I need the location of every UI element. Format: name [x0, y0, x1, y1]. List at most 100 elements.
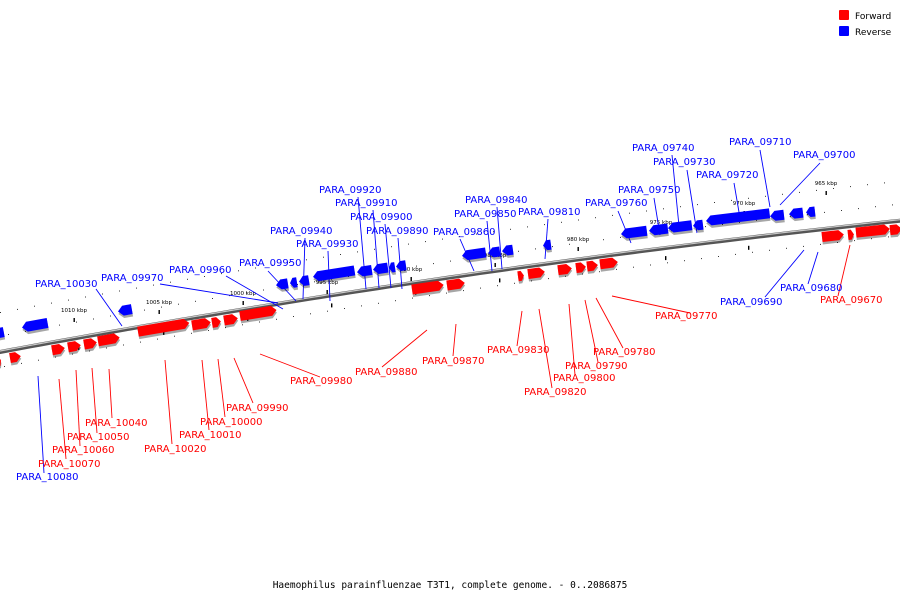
gene-label-para-10080[interactable]: PARA_10080 [16, 472, 78, 483]
gene-label-para-09940[interactable]: PARA_09940 [270, 226, 332, 237]
gene-label-para-09690[interactable]: PARA_09690 [720, 297, 782, 308]
gene-arrow[interactable] [0, 327, 6, 342]
gene-label-para-09710[interactable]: PARA_09710 [729, 137, 791, 148]
gene-label-para-09760[interactable]: PARA_09760 [585, 198, 647, 209]
gene-label-para-09800[interactable]: PARA_09800 [553, 373, 615, 384]
gene-arrow[interactable] [21, 318, 49, 335]
gene-arrow[interactable] [83, 337, 98, 352]
gene-arrow[interactable] [705, 208, 771, 228]
gene-arrow[interactable] [117, 304, 134, 319]
gene-label-para-09720[interactable]: PARA_09720 [696, 170, 758, 181]
scale-dot-lower [701, 258, 702, 260]
gene-arrow[interactable] [51, 343, 66, 358]
gene-arrow[interactable] [501, 244, 514, 259]
gene-label-para-09920[interactable]: PARA_09920 [319, 185, 381, 196]
gene-label-para-09830[interactable]: PARA_09830 [487, 345, 549, 356]
scale-dot-mid [195, 300, 196, 302]
gene-arrow[interactable] [487, 246, 501, 260]
gene-arrow[interactable] [821, 230, 845, 245]
gene-label-para-09840[interactable]: PARA_09840 [465, 195, 527, 206]
gene-arrow[interactable] [599, 257, 619, 272]
scale-dot-mid [93, 318, 94, 320]
gene-label-para-09700[interactable]: PARA_09700 [793, 150, 855, 161]
gene-arrow[interactable] [298, 275, 311, 289]
gene-label-para-09900[interactable]: PARA_09900 [350, 212, 412, 223]
gene-arrow[interactable] [0, 355, 2, 369]
gene-label-para-09890[interactable]: PARA_09890 [366, 226, 428, 237]
gene-label-para-10020[interactable]: PARA_10020 [144, 444, 206, 455]
gene-label-para-09770[interactable]: PARA_09770 [655, 311, 717, 322]
gene-label-para-09860[interactable]: PARA_09860 [433, 227, 495, 238]
gene-arrow[interactable] [557, 263, 573, 278]
gene-arrow[interactable] [388, 262, 397, 276]
gene-arrow[interactable] [356, 264, 373, 280]
gene-arrow[interactable] [586, 260, 599, 274]
scale-dot-lower [582, 273, 583, 275]
gene-arrow[interactable] [769, 209, 785, 224]
scale-dot-upper [221, 273, 222, 275]
gene-label-para-09910[interactable]: PARA_09910 [335, 198, 397, 209]
gene-arrow[interactable] [372, 262, 389, 278]
gene-label-para-10030[interactable]: PARA_10030 [35, 279, 97, 290]
gene-arrow[interactable] [239, 305, 278, 324]
scale-dot-upper [527, 226, 528, 228]
gene-label-para-10070[interactable]: PARA_10070 [38, 459, 100, 470]
gene-arrow[interactable] [137, 318, 190, 340]
gene-arrow[interactable] [461, 247, 487, 264]
gene-arrow[interactable] [223, 313, 239, 328]
gene-arrow[interactable] [788, 207, 804, 222]
gene-label-para-09780[interactable]: PARA_09780 [593, 347, 655, 358]
gene-label-para-09990[interactable]: PARA_09990 [226, 403, 288, 414]
gene-label-para-09790[interactable]: PARA_09790 [565, 361, 627, 372]
gene-label-para-09930[interactable]: PARA_09930 [296, 239, 358, 250]
gene-label-para-09980[interactable]: PARA_09980 [290, 376, 352, 387]
gene-label-para-09740[interactable]: PARA_09740 [632, 143, 694, 154]
gene-arrow[interactable] [692, 219, 704, 234]
gene-arrow[interactable] [312, 265, 356, 284]
gene-arrow[interactable] [805, 206, 816, 220]
gene-label-para-10040[interactable]: PARA_10040 [85, 418, 147, 429]
gene-arrow[interactable] [275, 278, 290, 292]
gene-label-para-09820[interactable]: PARA_09820 [524, 387, 586, 398]
gene-arrow[interactable] [620, 225, 648, 242]
gene-arrow[interactable] [411, 280, 445, 298]
leader-line-para-09810 [544, 218, 549, 260]
gene-arrow[interactable] [9, 351, 22, 366]
gene-label-para-10060[interactable]: PARA_10060 [52, 445, 114, 456]
gene-label-para-09950[interactable]: PARA_09950 [239, 258, 301, 269]
gene-label-para-09970[interactable]: PARA_09970 [101, 273, 163, 284]
gene-label-para-09680[interactable]: PARA_09680 [780, 283, 842, 294]
gene-label-para-09960[interactable]: PARA_09960 [169, 265, 231, 276]
scale-tick-lower [748, 245, 750, 250]
gene-arrow[interactable] [527, 267, 546, 282]
scale-dot-mid [110, 315, 111, 317]
gene-arrow[interactable] [575, 262, 587, 276]
gene-arrow[interactable] [67, 340, 82, 355]
gene-label-para-09880[interactable]: PARA_09880 [355, 367, 417, 378]
gene-arrow[interactable] [855, 224, 891, 241]
gene-label-para-09730[interactable]: PARA_09730 [653, 157, 715, 168]
scale-tick [825, 191, 827, 195]
gene-arrow[interactable] [847, 229, 855, 243]
gene-arrow[interactable] [211, 316, 222, 331]
gene-arrow[interactable] [395, 260, 408, 274]
scale-dot-upper [204, 276, 205, 277]
gene-arrow[interactable] [97, 333, 121, 349]
gene-arrow-body [446, 278, 465, 291]
gene-label-para-10010[interactable]: PARA_10010 [179, 430, 241, 441]
gene-label-para-10050[interactable]: PARA_10050 [67, 432, 129, 443]
gene-label-para-09850[interactable]: PARA_09850 [454, 209, 516, 220]
gene-label-para-09750[interactable]: PARA_09750 [618, 185, 680, 196]
gene-arrow[interactable] [667, 220, 693, 236]
gene-arrow[interactable] [889, 224, 900, 238]
gene-label-para-09810[interactable]: PARA_09810 [518, 207, 580, 218]
gene-arrow[interactable] [446, 278, 466, 293]
gene-arrow[interactable] [648, 223, 669, 239]
gene-label-para-09870[interactable]: PARA_09870 [422, 356, 484, 367]
gene-label-para-10000[interactable]: PARA_10000 [200, 417, 262, 428]
gene-arrow[interactable] [289, 277, 299, 291]
gene-arrow[interactable] [191, 317, 212, 333]
gene-arrow[interactable] [517, 270, 525, 284]
gene-arrow[interactable] [542, 239, 552, 253]
gene-label-para-09670[interactable]: PARA_09670 [820, 295, 882, 306]
